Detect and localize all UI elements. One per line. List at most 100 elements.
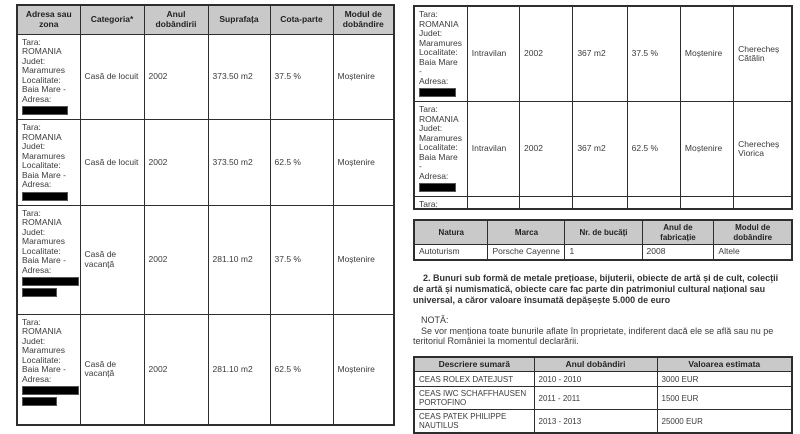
- building-row: Tara: ROMANIA Judet: Maramures Localitat…: [17, 205, 394, 314]
- mod-cell: Moștenire: [333, 120, 394, 206]
- mod-cell: Moștenire: [333, 205, 394, 314]
- titular-cell: Cherecheș Viorica: [734, 102, 792, 197]
- declaration-document: { "colors": { "header_bg": "#c9c9c9", "t…: [0, 0, 800, 420]
- categoria-cell: Casă de vacanță: [80, 314, 144, 425]
- suprafata-cell: 2000 m2: [573, 197, 627, 211]
- categoria-cell: Casă de vacanță: [80, 205, 144, 314]
- cota-cell: 62.5 %: [627, 102, 680, 197]
- land-row: Tara: ROMANIA Judet: Maramures Localitat…: [414, 197, 792, 211]
- mod-cell: Moștenire: [333, 34, 394, 120]
- fabricatie-cell: 2008: [642, 245, 714, 260]
- redaction-bar: [22, 288, 57, 297]
- address-cell: Tara: ROMANIA Judet: Maramures Localitat…: [414, 102, 467, 197]
- suprafata-cell: 373.50 m2: [208, 34, 270, 120]
- redaction-bar: [22, 386, 79, 395]
- building-row: Tara: ROMANIA Judet: Maramures Localitat…: [17, 314, 394, 425]
- anul-cell: 2002: [144, 120, 208, 206]
- valuable-row: CEAS ROLEX DATEJUST 2010 - 2010 3000 EUR: [414, 372, 792, 387]
- column-header-categoria: Categoria*: [80, 5, 144, 34]
- address-cell: Tara: ROMANIA Judet: Maramures Localitat…: [17, 34, 80, 120]
- address-text: Tara: ROMANIA Judet: Maramures Localitat…: [419, 105, 463, 181]
- address-text: Tara: ROMANIA Judet: Maramures Localitat…: [419, 10, 463, 86]
- mod-cell: Altele: [714, 245, 792, 260]
- building-row: Tara: ROMANIA Judet: Maramures Localitat…: [17, 34, 394, 120]
- column-header-cota: Cota-parte: [270, 5, 333, 34]
- redaction-bar: [419, 88, 456, 97]
- buildings-header-row: Adresa sau zona Categoria* Anul dobândir…: [17, 5, 394, 34]
- marca-cell: Porsche Cayenne: [488, 245, 565, 260]
- column-header-marca: Marca: [488, 220, 565, 245]
- address-cell: Tara: ROMANIA Judet: Maramures Localitat…: [17, 205, 80, 314]
- anul-cell: 2002: [520, 102, 573, 197]
- categoria-cell: Casă de locuit: [80, 34, 144, 120]
- redaction-bar: [22, 397, 57, 406]
- column-header-fabricatie: Anul de fabricație: [642, 220, 714, 245]
- column-header-anul: Anul dobândirii: [144, 5, 208, 34]
- natura-cell: Autoturism: [414, 245, 488, 260]
- valoare-cell: 1500 EUR: [657, 387, 792, 410]
- column-header-adresa: Adresa sau zona: [17, 5, 80, 34]
- mod-cell: Moștenire: [680, 6, 733, 102]
- suprafata-cell: 367 m2: [573, 6, 627, 102]
- valuable-row: CEAS PATEK PHILIPPE NAUTILUS 2013 - 2013…: [414, 410, 792, 434]
- cota-cell: 37.5 %: [270, 205, 333, 314]
- titular-cell: Cherecheș Cătălin: [734, 197, 792, 211]
- land-row: Tara: ROMANIA Judet: Maramures Localitat…: [414, 6, 792, 102]
- categoria-cell: Intravilan: [467, 102, 519, 197]
- anul-cell: 2002: [144, 205, 208, 314]
- cota-cell: 37.5 %: [627, 197, 680, 211]
- descriere-cell: CEAS PATEK PHILIPPE NAUTILUS: [414, 410, 534, 434]
- column-header-mod: Modul de dobândire: [333, 5, 394, 34]
- buildings-table: Adresa sau zona Categoria* Anul dobândir…: [16, 4, 395, 426]
- suprafata-cell: 367 m2: [573, 102, 627, 197]
- lands-table-clip: Tara: ROMANIA Judet: Maramures Localitat…: [413, 5, 793, 210]
- address-text: Tara: ROMANIA Judet: Maramures Localitat…: [22, 318, 76, 385]
- address-text: Tara: ROMANIA Judet: Maramures Localitat…: [22, 123, 76, 190]
- address-cell: Tara: ROMANIA Judet: Maramures Localitat…: [17, 120, 80, 206]
- address-text: Tara: ROMANIA Judet: Maramures Localitat…: [22, 38, 76, 105]
- categoria-cell: Intravilan: [467, 6, 519, 102]
- suprafata-cell: 281.10 m2: [208, 205, 270, 314]
- descriere-cell: CEAS ROLEX DATEJUST: [414, 372, 534, 387]
- descriere-cell: CEAS IWC SCHAFFHAUSEN PORTOFINO: [414, 387, 534, 410]
- valoare-cell: 25000 EUR: [657, 410, 792, 434]
- address-cell: Tara: ROMANIA Judet: Maramures Localitat…: [17, 314, 80, 425]
- suprafata-cell: 373.50 m2: [208, 120, 270, 206]
- column-header-natura: Natura: [414, 220, 488, 245]
- nota-text: Se vor menționa toate bunurile aflate în…: [413, 326, 791, 346]
- cota-cell: 62.5 %: [270, 314, 333, 425]
- titular-cell: Cherecheș Cătălin: [734, 6, 792, 102]
- mod-cell: Moștenire: [680, 102, 733, 197]
- anul-cell: 2002: [144, 34, 208, 120]
- column-header-descriere: Descriere sumară: [414, 357, 534, 372]
- section-2-heading: 2. Bunuri sub formă de metale prețioase,…: [413, 273, 791, 306]
- address-cell: Tara: ROMANIA Judet: Maramures Localitat…: [414, 197, 467, 211]
- lands-and-assets-page: Tara: ROMANIA Judet: Maramures Localitat…: [413, 5, 793, 434]
- anul-cell: 2011 - 2011: [534, 387, 657, 410]
- anul-cell: 2013 - 2013: [534, 410, 657, 434]
- valuables-header-row: Descriere sumară Anul dobândiri Valoarea…: [414, 357, 792, 372]
- mod-cell: Moștenire: [333, 314, 394, 425]
- building-row: Tara: ROMANIA Judet: Maramures Localitat…: [17, 120, 394, 206]
- redaction-bar: [22, 106, 68, 115]
- valuables-table: Descriere sumară Anul dobândiri Valoarea…: [413, 356, 793, 434]
- cota-cell: 37.5 %: [270, 34, 333, 120]
- buildings-page: Adresa sau zona Categoria* Anul dobândir…: [16, 4, 395, 426]
- suprafata-cell: 281.10 m2: [208, 314, 270, 425]
- bucati-cell: 1: [565, 245, 642, 260]
- anul-cell: 2002: [520, 6, 573, 102]
- categoria-cell: Intravilan: [467, 197, 519, 211]
- lands-table: Tara: ROMANIA Judet: Maramures Localitat…: [413, 5, 793, 210]
- anul-cell: 2002: [144, 314, 208, 425]
- vehicles-header-row: Natura Marca Nr. de bucăți Anul de fabri…: [414, 220, 792, 245]
- column-header-mod: Modul de dobândire: [714, 220, 792, 245]
- categoria-cell: Casă de locuit: [80, 120, 144, 206]
- redaction-bar: [22, 192, 68, 201]
- address-text: Tara: ROMANIA Judet: Maramures Localitat…: [419, 200, 463, 210]
- cota-cell: 62.5 %: [270, 120, 333, 206]
- redaction-bar: [419, 183, 456, 192]
- column-header-anul: Anul dobândiri: [534, 357, 657, 372]
- address-cell: Tara: ROMANIA Judet: Maramures Localitat…: [414, 6, 467, 102]
- cota-cell: 37.5 %: [627, 6, 680, 102]
- anul-cell: 2010 - 2010: [534, 372, 657, 387]
